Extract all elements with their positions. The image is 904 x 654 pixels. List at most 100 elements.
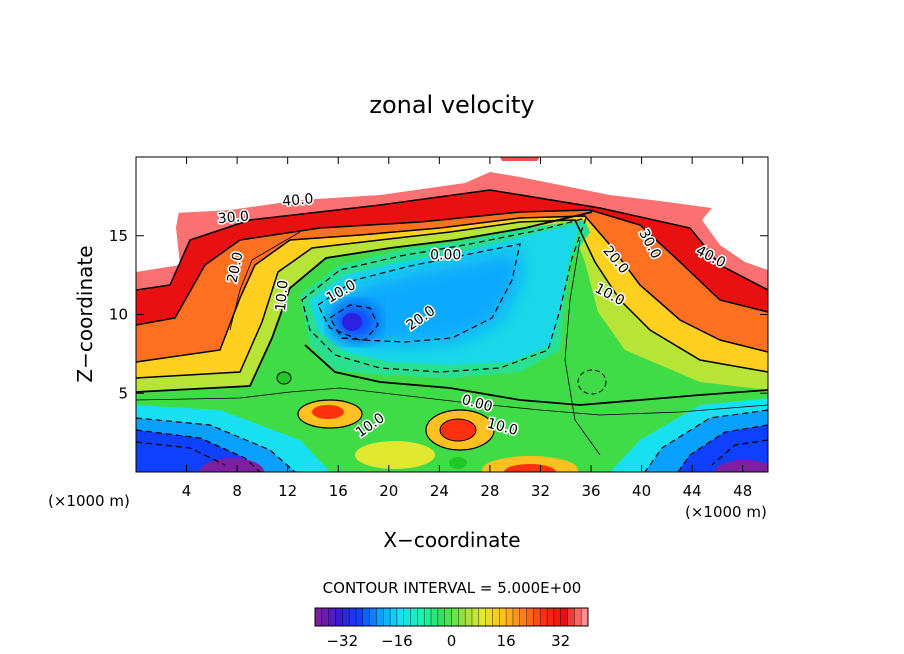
- colorbar-cell: [574, 608, 582, 626]
- x-tick-label: 16: [329, 482, 348, 500]
- colorbar-cell: [437, 608, 446, 626]
- contour-label: 40.0: [280, 190, 315, 212]
- contour-label: 30.0: [216, 207, 251, 229]
- contour-thin-2: [564, 239, 601, 456]
- colorbar-cell: [376, 608, 384, 626]
- colorbar-cell: [526, 608, 534, 626]
- x-tick-label: 28: [480, 482, 499, 500]
- colorbar-cell: [444, 608, 452, 626]
- field-bottom-left-min: [200, 458, 264, 472]
- field-warm-blob-2-core: [440, 419, 476, 441]
- x-tick-label: 32: [531, 482, 550, 500]
- colorbar-cell: [410, 608, 418, 626]
- x-tick-label: 20: [379, 482, 398, 500]
- colorbar-cell: [335, 608, 343, 626]
- colorbar-cell: [396, 608, 405, 626]
- contour-thin-3: [229, 231, 301, 331]
- field-bottom-right-min: [715, 460, 768, 472]
- x-tick-label: 12: [278, 482, 297, 500]
- field-white-top-right: [702, 157, 768, 270]
- contour-label-text: 10.0: [273, 279, 292, 311]
- plot-area: 40.030.020.010.00.0010.020.00.0010.010.0…: [136, 157, 768, 472]
- colorbar-cell: [485, 608, 493, 626]
- y-tick-label: 5: [118, 384, 128, 402]
- colorbar-cell: [451, 608, 459, 626]
- field-warm-blob-1-core: [312, 405, 344, 419]
- colorbar-cell: [315, 608, 323, 626]
- contour-label-text: 0.00: [430, 248, 461, 264]
- x-tick-label: 40: [632, 482, 651, 500]
- colorbar-cell: [519, 608, 528, 626]
- colorbar-cells: [314, 608, 589, 626]
- y-axis-label: Z−coordinate: [73, 245, 97, 382]
- velocity-field: [136, 157, 768, 472]
- contour-neg-right-2: [677, 424, 768, 472]
- field-light-red: [136, 172, 768, 290]
- contour-0-upper: [136, 211, 593, 393]
- colorbar-cell: [417, 608, 425, 626]
- colorbar-cell: [547, 608, 555, 626]
- field-jet-minimum-core: [342, 313, 362, 331]
- colorbar-cell: [349, 608, 357, 626]
- colorbar-tick-label: −16: [381, 632, 413, 650]
- contour-neg-10: [301, 217, 587, 373]
- field-yellow-patch: [355, 441, 435, 469]
- contour-thin-1: [136, 387, 768, 416]
- y-tick-label: 10: [109, 306, 128, 324]
- colorbar-cell: [506, 608, 514, 626]
- colorbar-cell: [492, 608, 500, 626]
- colorbar-cell: [328, 608, 336, 626]
- colorbar-cell: [553, 608, 562, 626]
- contour-label: 10.0: [272, 278, 294, 313]
- colorbar-cell: [465, 608, 473, 626]
- x-tick-label: 4: [182, 482, 192, 500]
- field-warm-blob-3-core: [504, 464, 556, 472]
- contour-warm-blob-1: [297, 399, 363, 429]
- colorbar-cell: [458, 608, 466, 626]
- y-tick-label: 15: [109, 227, 128, 245]
- y-axis-ticks: 5 10 15: [109, 227, 768, 402]
- x-tick-label: 8: [232, 482, 242, 500]
- colorbar-cell: [581, 608, 589, 626]
- x-unit-left: (×1000 m): [48, 492, 130, 510]
- chart-title: zonal velocity: [369, 91, 534, 119]
- contour-label-text: 30.0: [217, 209, 249, 228]
- colorbar-cell: [403, 608, 412, 626]
- colorbar-ticks: −32 −16 0 16 32: [326, 632, 570, 650]
- contour-neg-30: [329, 304, 379, 341]
- colorbar-cell: [431, 608, 439, 626]
- field-white-top: [175, 157, 720, 213]
- x-axis-ticks: 4 8 12 16 20 24 28 32 36 40 44 48: [182, 157, 752, 500]
- colorbar-tick-label: 32: [551, 632, 570, 650]
- x-tick-label: 44: [683, 482, 702, 500]
- colorbar-cell: [362, 608, 371, 626]
- x-tick-label: 24: [430, 482, 449, 500]
- contour-30: [136, 209, 768, 326]
- contour-interval-label: CONTOUR INTERVAL = 5.000E+00: [323, 579, 582, 597]
- colorbar-cell: [533, 608, 541, 626]
- colorbar-frame: [314, 607, 589, 627]
- x-tick-label: 36: [581, 482, 600, 500]
- colorbar-cell: [560, 608, 569, 626]
- contour-small-loop: [276, 371, 292, 385]
- colorbar: −32 −16 0 16 32: [314, 607, 589, 650]
- contour-neg-20: [317, 243, 521, 343]
- contour-label: 0.00: [429, 246, 463, 265]
- x-unit-right: (×1000 m): [685, 503, 767, 521]
- colorbar-cell: [424, 608, 432, 626]
- field-top-red-blob: [500, 157, 540, 161]
- colorbar-cell: [499, 608, 507, 626]
- colorbar-cell: [369, 608, 377, 626]
- field-green-patch: [277, 372, 291, 384]
- contour-lines: [136, 189, 768, 472]
- colorbar-cell: [512, 608, 521, 626]
- field-green-patch-2: [449, 457, 467, 469]
- contour-dashed-loop: [577, 369, 607, 395]
- contour-10: [136, 219, 768, 379]
- colorbar-cell: [355, 608, 364, 626]
- colorbar-tick-label: 16: [497, 632, 516, 650]
- x-axis-label: X−coordinate: [383, 528, 520, 552]
- contour-neg-right-3: [711, 439, 768, 466]
- contour-20: [136, 215, 768, 363]
